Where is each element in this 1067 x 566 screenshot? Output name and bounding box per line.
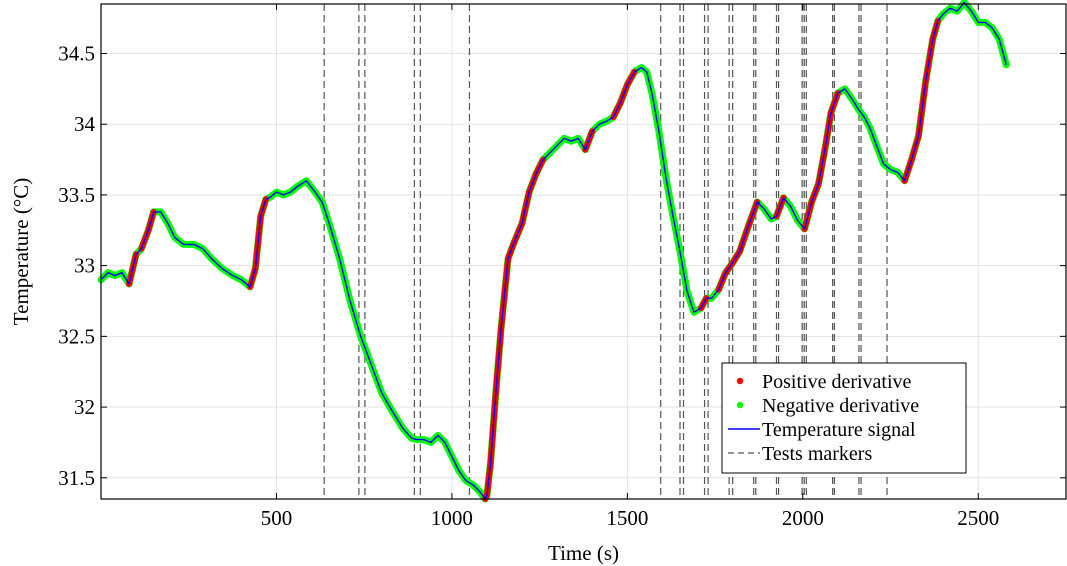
legend-box <box>721 362 967 474</box>
legend-dot <box>736 377 744 385</box>
y-tick-label: 33.5 <box>58 183 95 207</box>
x-tick-label: 1000 <box>431 506 473 530</box>
x-tick-label: 1500 <box>606 506 648 530</box>
x-tick-label: 2000 <box>782 506 824 530</box>
legend-symbol-positive-derivative <box>736 377 744 385</box>
temperature-signal-line <box>100 1 1007 500</box>
y-tick-label: 33 <box>74 254 95 278</box>
ticks: 500 1000 1500 2000 2500 31.5 32 32.5 33 33.5 34 34.… <box>58 4 1066 530</box>
plot-frame <box>100 3 1067 500</box>
legend-label-temperature-signal: Temperature signal <box>762 419 916 441</box>
legend-label-positive-derivative: Positive derivative <box>762 371 912 393</box>
legend-label-negative-derivative: Negative derivative <box>762 395 919 417</box>
y-tick-label: 34 <box>74 112 96 136</box>
y-axis-label: Temperature (°C) <box>9 178 33 325</box>
y-tick-label: 31.5 <box>58 466 95 490</box>
legend-dot <box>736 401 744 409</box>
y-tick-label: 32.5 <box>58 324 95 348</box>
x-tick-label: 2500 <box>957 506 999 530</box>
y-tick-label: 34.5 <box>58 42 95 66</box>
series <box>97 0 1010 503</box>
legend-symbol-negative-derivative <box>736 401 744 409</box>
y-tick-label: 32 <box>74 395 95 419</box>
x-tick-label: 500 <box>261 506 293 530</box>
legend-label-tests-markers: Tests markers <box>762 443 872 465</box>
x-axis-label: Time (s) <box>548 541 619 565</box>
